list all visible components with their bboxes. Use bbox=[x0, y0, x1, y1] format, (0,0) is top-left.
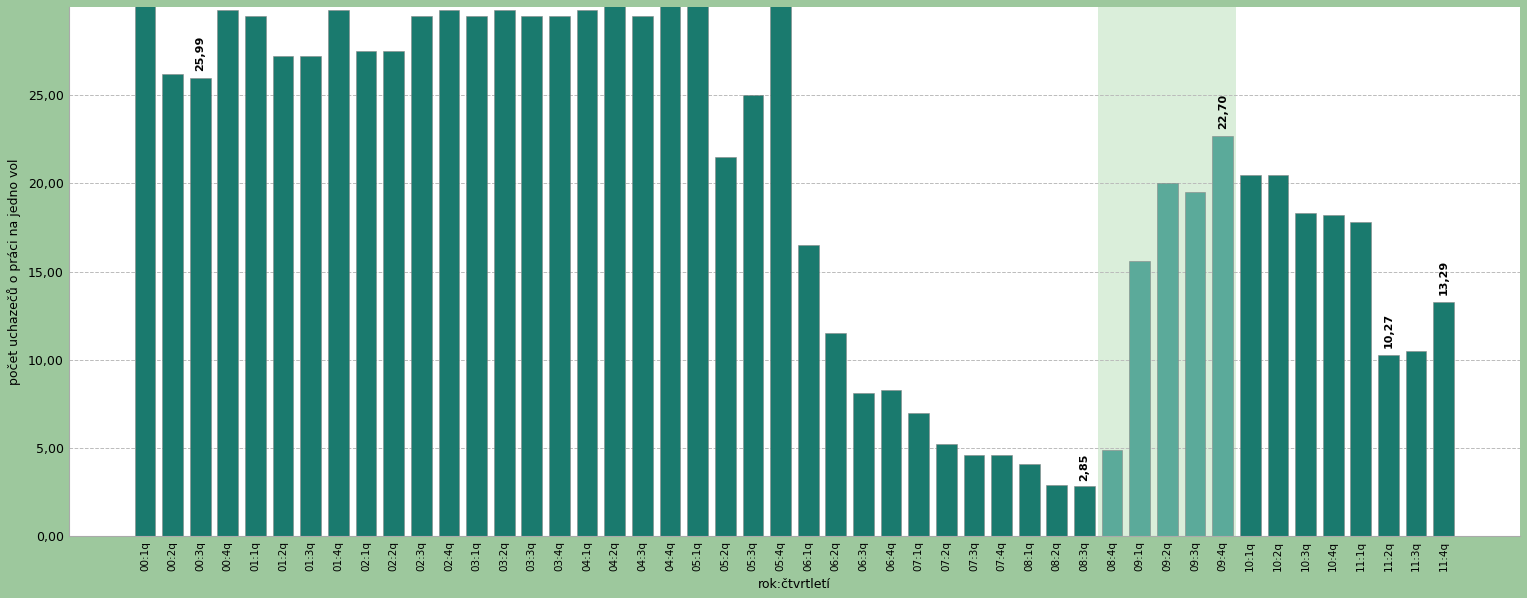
Bar bbox=[466, 16, 487, 536]
Bar bbox=[189, 78, 211, 536]
Bar bbox=[577, 11, 597, 536]
Bar bbox=[134, 0, 156, 536]
Bar bbox=[1102, 450, 1122, 536]
Bar bbox=[328, 11, 348, 536]
Bar bbox=[438, 11, 460, 536]
Bar bbox=[356, 51, 376, 536]
Bar bbox=[854, 393, 873, 536]
Bar bbox=[797, 245, 818, 536]
Bar bbox=[493, 11, 515, 536]
Bar bbox=[162, 74, 183, 536]
X-axis label: rok:čtvrtletí: rok:čtvrtletí bbox=[757, 578, 831, 591]
Text: 25,99: 25,99 bbox=[195, 35, 205, 71]
Bar bbox=[1295, 213, 1316, 536]
Bar bbox=[632, 16, 652, 536]
Bar bbox=[1406, 351, 1426, 536]
Bar bbox=[1240, 175, 1261, 536]
Bar bbox=[1130, 261, 1150, 536]
Bar bbox=[1377, 355, 1399, 536]
Bar bbox=[521, 16, 542, 536]
Bar bbox=[1046, 485, 1067, 536]
Bar bbox=[660, 0, 681, 536]
Bar bbox=[605, 0, 625, 536]
Bar bbox=[1350, 222, 1371, 536]
Bar bbox=[383, 51, 405, 536]
Bar bbox=[411, 16, 432, 536]
Bar bbox=[1098, 7, 1237, 536]
Bar bbox=[217, 11, 238, 536]
Bar bbox=[273, 56, 293, 536]
Text: 10,27: 10,27 bbox=[1383, 313, 1394, 348]
Bar bbox=[909, 413, 928, 536]
Bar bbox=[991, 455, 1012, 536]
Text: 22,70: 22,70 bbox=[1217, 93, 1228, 129]
Text: 13,29: 13,29 bbox=[1438, 260, 1449, 295]
Bar bbox=[826, 333, 846, 536]
Bar bbox=[1157, 184, 1177, 536]
Bar bbox=[936, 444, 957, 536]
Bar bbox=[1267, 175, 1289, 536]
Bar bbox=[246, 16, 266, 536]
Bar bbox=[301, 56, 321, 536]
Bar bbox=[1212, 136, 1232, 536]
Bar bbox=[1073, 486, 1095, 536]
Bar bbox=[550, 16, 570, 536]
Bar bbox=[1185, 192, 1205, 536]
Y-axis label: počet uchazečů o práci na jedno vol: počet uchazečů o práci na jedno vol bbox=[8, 158, 21, 385]
Bar bbox=[1434, 302, 1454, 536]
Bar bbox=[964, 455, 985, 536]
Text: 2,85: 2,85 bbox=[1080, 453, 1089, 481]
Bar bbox=[770, 0, 791, 536]
Bar bbox=[1322, 215, 1344, 536]
Bar bbox=[715, 157, 736, 536]
Bar bbox=[1019, 464, 1040, 536]
Bar bbox=[742, 95, 764, 536]
Bar bbox=[881, 390, 901, 536]
Bar bbox=[687, 0, 709, 536]
